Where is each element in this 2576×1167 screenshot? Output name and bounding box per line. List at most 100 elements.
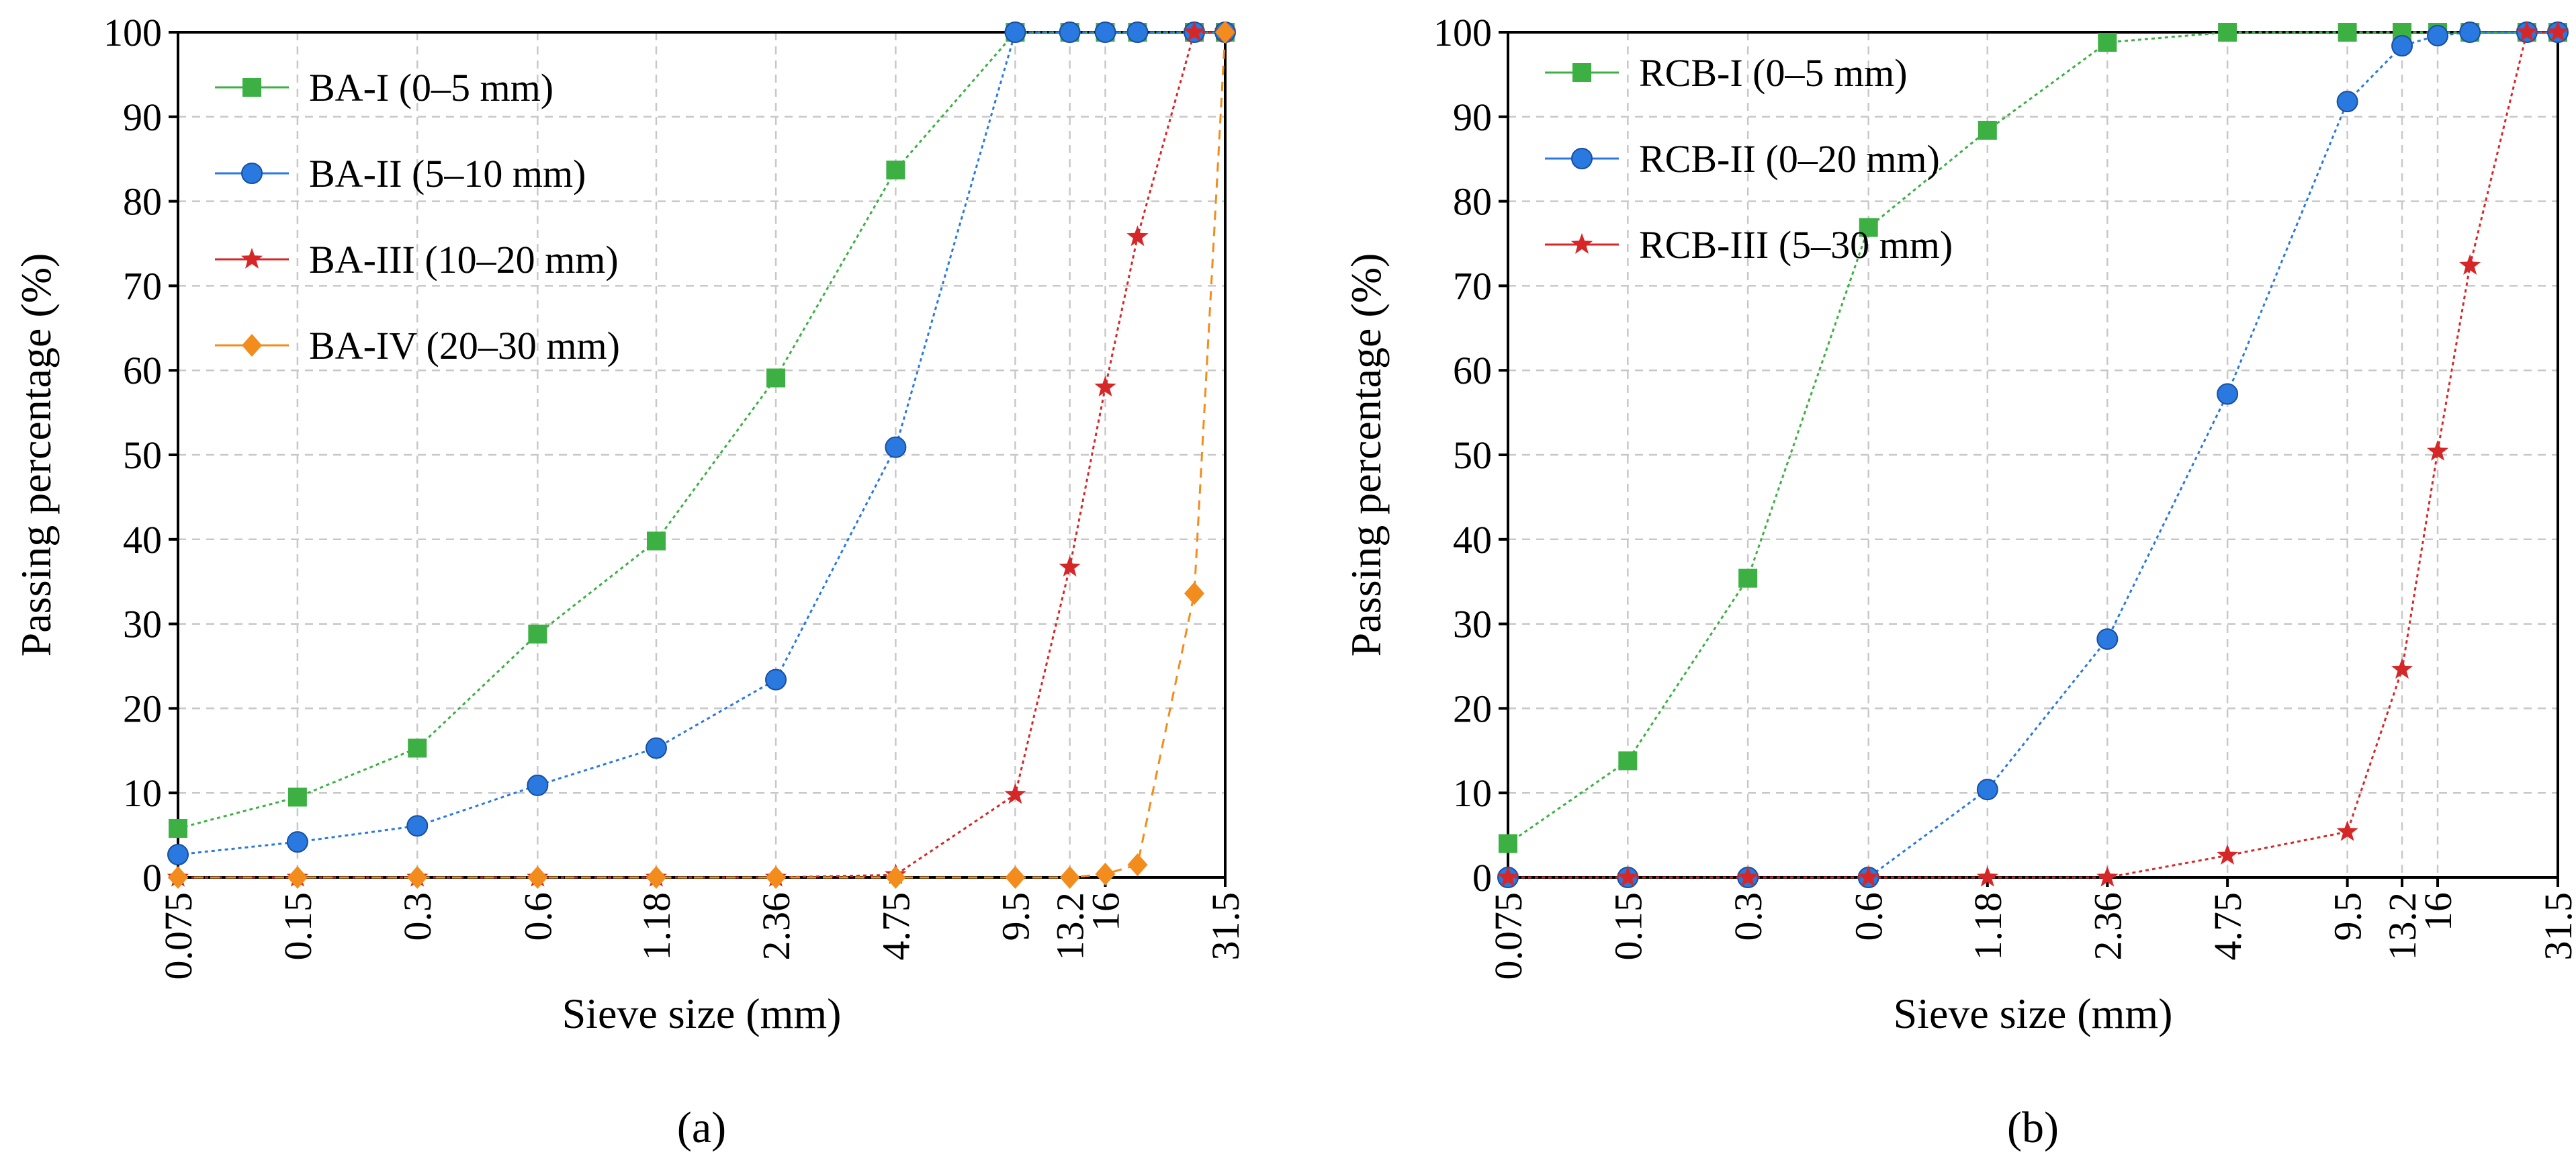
legend: BA-I (0–5 mm) BA-II (5–10 mm) BA-III (10–2… xyxy=(215,66,620,368)
data-point xyxy=(646,531,666,551)
data-point xyxy=(1737,866,1759,887)
data-point xyxy=(1094,21,1116,43)
data-point xyxy=(2516,21,2538,42)
chart-panel-b: 0 10 20 30 40 50 60 70 80 90 100 0.075 0.15 0.3 0.6 1.1… xyxy=(1342,11,2576,1152)
series-4 xyxy=(168,21,1235,889)
data-point xyxy=(2217,383,2239,405)
data-point xyxy=(1497,866,1519,887)
x-tick-label: 16 xyxy=(2416,892,2460,931)
data-point xyxy=(167,844,189,866)
data-point xyxy=(1059,556,1081,577)
x-tick-label: 0.15 xyxy=(276,892,320,961)
x-tick-label: 1.18 xyxy=(635,892,678,961)
data-point xyxy=(2336,820,2358,841)
x-tick-label: 0.3 xyxy=(396,892,439,941)
data-point xyxy=(2096,866,2119,887)
x-tick-label: 1.18 xyxy=(1966,892,2010,961)
x-axis-title: Sieve size (mm) xyxy=(1894,990,2173,1037)
y-tick-label: 80 xyxy=(1453,180,1492,224)
data-point xyxy=(1857,866,1879,887)
data-point xyxy=(1859,218,1878,237)
data-point xyxy=(1184,582,1205,605)
y-tick-label: 50 xyxy=(1453,433,1492,477)
data-point xyxy=(1617,866,1639,887)
legend-entry: BA-IV (20–30 mm) xyxy=(309,324,620,368)
x-tick-label: 0.3 xyxy=(1726,892,1770,941)
y-tick-label: 40 xyxy=(123,518,162,562)
series-3 xyxy=(167,21,1237,887)
y-tick-label: 30 xyxy=(1453,603,1492,646)
x-tick-label: 0.6 xyxy=(1847,892,1891,941)
data-point xyxy=(2459,254,2481,275)
x-tick-label: 13.2 xyxy=(1049,892,1092,961)
x-tick-label: 31.5 xyxy=(1204,892,1247,961)
data-point xyxy=(2459,21,2481,43)
data-point xyxy=(1126,21,1149,43)
data-point xyxy=(1978,120,1997,140)
data-point xyxy=(406,815,429,837)
legend-entry: BA-II (5–10 mm) xyxy=(309,152,586,196)
y-axis-title: Passing percentage (%) xyxy=(12,253,60,657)
data-point xyxy=(2098,33,2117,52)
data-point xyxy=(1183,21,1206,42)
data-point xyxy=(408,738,427,758)
y-tick-label: 90 xyxy=(123,95,162,139)
data-point xyxy=(646,866,666,889)
y-tick-label: 60 xyxy=(123,349,162,392)
x-tick-label: 4.75 xyxy=(2206,892,2250,961)
data-point xyxy=(2546,21,2569,42)
y-tick-label: 30 xyxy=(123,603,162,646)
data-point xyxy=(765,668,787,691)
data-point xyxy=(2427,25,2449,47)
x-tick-label: 31.5 xyxy=(2536,892,2576,961)
data-point xyxy=(1976,779,1998,801)
y-tick-label: 80 xyxy=(123,180,162,224)
data-point xyxy=(766,368,786,388)
data-point xyxy=(2218,23,2237,42)
data-point xyxy=(2217,844,2239,865)
data-point xyxy=(1004,783,1026,804)
data-point xyxy=(527,774,549,796)
y-tick-label: 0 xyxy=(142,856,162,900)
y-tick-label: 20 xyxy=(123,687,162,730)
y-tick-label: 100 xyxy=(103,11,162,54)
y-axis-title: Passing percentage (%) xyxy=(1342,253,1390,657)
x-tick-label: 4.75 xyxy=(874,892,918,961)
panel-label: (b) xyxy=(2007,1103,2059,1152)
data-point xyxy=(1127,853,1148,877)
data-point xyxy=(1004,21,1026,43)
legend-entry: RCB-I (0–5 mm) xyxy=(1639,51,1908,95)
data-point xyxy=(2096,628,2119,650)
legend-marker xyxy=(240,248,263,269)
legend-marker xyxy=(1572,63,1591,82)
chart-panel-a: 0 10 20 30 40 50 60 70 80 90 100 0.075 0.15 0.3 0.6 1.1… xyxy=(12,11,1247,1152)
data-point xyxy=(2336,91,2358,113)
data-point xyxy=(2426,440,2449,461)
data-point xyxy=(168,866,188,889)
legend-entry: RCB-II (0–20 mm) xyxy=(1639,137,1940,181)
legend: RCB-I (0–5 mm) RCB-II (0–20 mm) RCB-III (5… xyxy=(1545,51,1953,267)
legend-entry: BA-I (0–5 mm) xyxy=(309,66,553,110)
x-tick-label: 0.075 xyxy=(1486,892,1530,980)
data-point xyxy=(1094,376,1116,397)
x-tick-label: 0.6 xyxy=(516,892,560,941)
legend-marker xyxy=(1571,148,1593,169)
x-tick-label: 9.5 xyxy=(993,892,1037,941)
series-3 xyxy=(1497,21,2569,887)
legend-marker xyxy=(242,334,262,357)
data-point xyxy=(1059,21,1081,43)
data-point xyxy=(885,866,906,889)
data-point xyxy=(766,866,787,889)
y-tick-label: 60 xyxy=(1453,349,1492,392)
data-point xyxy=(1738,568,1758,588)
data-point xyxy=(1976,866,1998,887)
data-point xyxy=(2391,35,2413,57)
data-point xyxy=(1059,866,1080,889)
legend-entry: RCB-III (5–30 mm) xyxy=(1639,223,1953,267)
data-point xyxy=(1499,834,1517,853)
y-tick-label: 90 xyxy=(1453,95,1492,139)
data-point xyxy=(2391,658,2413,679)
y-tick-label: 10 xyxy=(1453,771,1492,815)
legend-marker xyxy=(242,78,261,97)
